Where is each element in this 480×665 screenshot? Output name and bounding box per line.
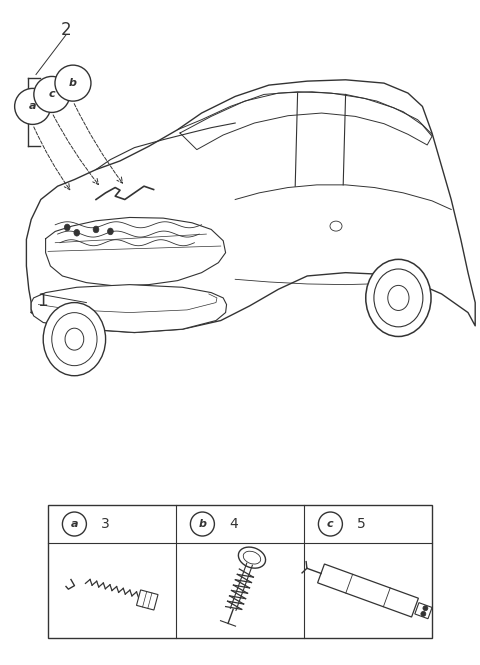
- Ellipse shape: [366, 259, 431, 336]
- Polygon shape: [136, 590, 158, 610]
- Ellipse shape: [74, 229, 80, 236]
- Ellipse shape: [43, 303, 106, 376]
- Ellipse shape: [93, 226, 99, 233]
- Text: 4: 4: [229, 517, 238, 531]
- Ellipse shape: [65, 328, 84, 350]
- Ellipse shape: [243, 551, 261, 564]
- Polygon shape: [31, 285, 227, 332]
- Circle shape: [14, 88, 51, 124]
- Circle shape: [191, 512, 215, 536]
- Bar: [48, 505, 432, 638]
- Polygon shape: [415, 602, 432, 618]
- Text: a: a: [29, 101, 36, 112]
- Ellipse shape: [108, 228, 113, 235]
- Text: c: c: [48, 89, 55, 100]
- Circle shape: [318, 512, 342, 536]
- Polygon shape: [318, 564, 419, 617]
- Circle shape: [34, 76, 70, 112]
- Ellipse shape: [374, 269, 423, 327]
- Text: 3: 3: [101, 517, 110, 531]
- Ellipse shape: [330, 221, 342, 231]
- Ellipse shape: [64, 224, 70, 231]
- Text: a: a: [71, 519, 78, 529]
- Ellipse shape: [239, 547, 265, 568]
- Ellipse shape: [52, 313, 97, 366]
- Ellipse shape: [388, 285, 409, 311]
- Text: c: c: [327, 519, 334, 529]
- Circle shape: [62, 512, 86, 536]
- Text: b: b: [69, 78, 77, 88]
- Text: b: b: [198, 519, 206, 529]
- Text: 2: 2: [61, 21, 72, 39]
- Text: 5: 5: [357, 517, 366, 531]
- Circle shape: [423, 606, 428, 610]
- Text: 1: 1: [37, 291, 48, 310]
- Circle shape: [421, 611, 426, 616]
- Circle shape: [55, 65, 91, 101]
